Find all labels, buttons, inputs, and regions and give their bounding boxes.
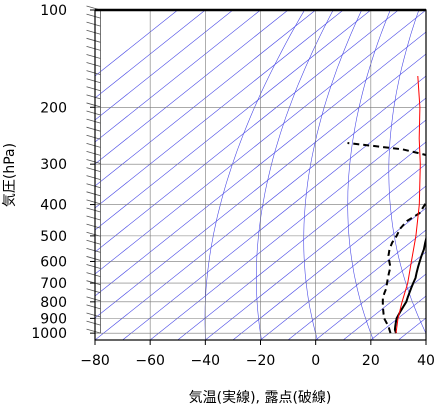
dry-adiabat-line [348,10,391,340]
wind-barb [87,321,101,325]
wind-barb [87,79,101,83]
x-axis-label: 気温(実線), 露点(破線) [189,390,332,406]
x-tick-label: −20 [246,353,276,369]
isotherm-line [0,10,261,340]
wind-barb [87,256,101,260]
y-tick-label: 700 [40,276,67,292]
wind-barb [87,184,101,188]
wind-barb [87,30,101,34]
wind-barb [87,135,101,139]
wind-barb [87,297,101,301]
wind-barb [87,168,101,172]
dry-adiabat-line [389,10,430,340]
wind-barb [87,38,101,42]
wind-barb [87,87,101,91]
dry-adiabat-line [427,10,436,340]
wind-barb [87,200,101,204]
y-tick-label: 100 [40,3,67,19]
wind-barb [87,329,101,333]
x-tick-label: −40 [191,353,221,369]
y-tick-label: 500 [40,229,67,245]
y-tick-label: 300 [40,157,67,173]
wind-barb [87,224,101,228]
isotherm-line [150,10,436,340]
wind-barb [87,46,101,50]
wind-barb [87,265,101,269]
wind-barb [87,240,101,244]
dry-adiabat-line [304,10,362,340]
y-tick-label: 200 [40,100,67,116]
wind-barb [87,63,101,67]
wind-barb [87,14,101,18]
wind-barb [87,305,101,309]
wind-barb [87,176,101,180]
isotherm-line [40,10,436,340]
isotherm-line [12,10,426,340]
y-tick-label: 800 [40,295,67,311]
x-tick-label: −60 [135,353,165,369]
isotherm-line [67,10,436,340]
wind-barb [87,22,101,26]
y-tick-label: 400 [40,198,67,214]
wind-barb [87,192,101,196]
wind-barb [87,273,101,277]
x-tick-label: 20 [362,353,380,369]
y-tick-label: 900 [40,311,67,327]
x-tick-label: 0 [311,353,320,369]
y-tick-label: 1000 [31,326,67,342]
x-tick-label: −80 [80,353,110,369]
y-tick-label: 600 [40,254,67,270]
isotherm-line [426,10,436,340]
wind-barb [87,289,101,293]
wind-barb [87,143,101,147]
isotherm-line [316,10,436,340]
wind-barb [87,71,101,75]
wind-barb [87,127,101,131]
isotherm-line [0,10,178,340]
wind-barb [87,216,101,220]
dry-adiabat-line [205,10,305,340]
y-axis-label: 気圧(hPa) [2,143,18,207]
wind-barb [87,103,101,107]
wind-barb [87,151,101,155]
wind-barb [87,119,101,123]
wind-barb [87,54,101,58]
isotherm-line [288,10,436,340]
x-tick-label: 40 [417,353,435,369]
isotherm-line [0,10,205,340]
wind-barb [87,208,101,212]
temperature-line [395,10,436,333]
wind-barb [87,111,101,115]
